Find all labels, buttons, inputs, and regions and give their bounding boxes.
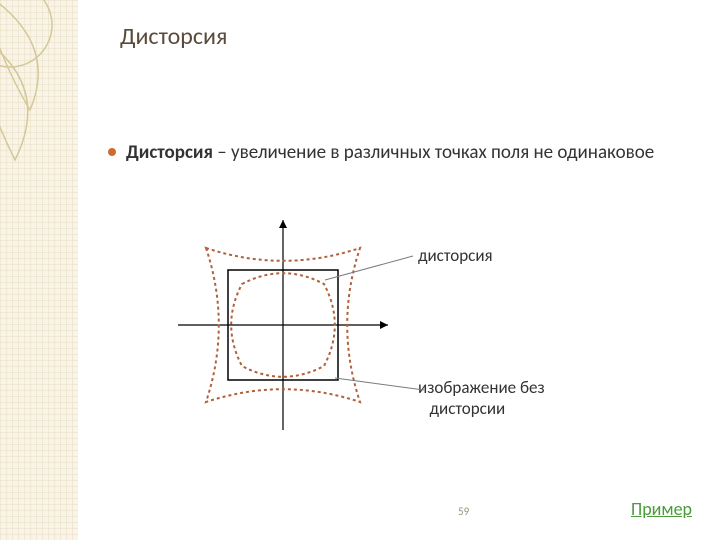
label-clean-line2: дисторсии [430, 398, 506, 419]
diagram-svg [168, 210, 398, 440]
page-number: 59 [458, 505, 469, 518]
decorative-sidebar [0, 0, 78, 540]
bullet-item: Дисторсия – увеличение в различных точка… [108, 140, 690, 166]
label-clean-line1: изображение без [418, 377, 545, 398]
example-link[interactable]: Пример [631, 498, 692, 520]
bullet-term: Дисторсия [126, 141, 213, 164]
slide-title: Дисторсия [120, 22, 227, 51]
slide-content: Дисторсия Дисторсия – увеличение в разли… [78, 0, 720, 540]
sidebar-svg [0, 0, 78, 540]
bullet-definition: – увеличение в различных точках поля не … [213, 141, 654, 164]
label-no-distortion: изображение без дисторсии [418, 377, 545, 420]
distortion-diagram [168, 210, 398, 440]
bullet-text: Дисторсия – увеличение в различных точка… [126, 140, 654, 166]
label-distortion: дисторсия [418, 245, 493, 266]
bullet-dot-icon [108, 148, 116, 156]
